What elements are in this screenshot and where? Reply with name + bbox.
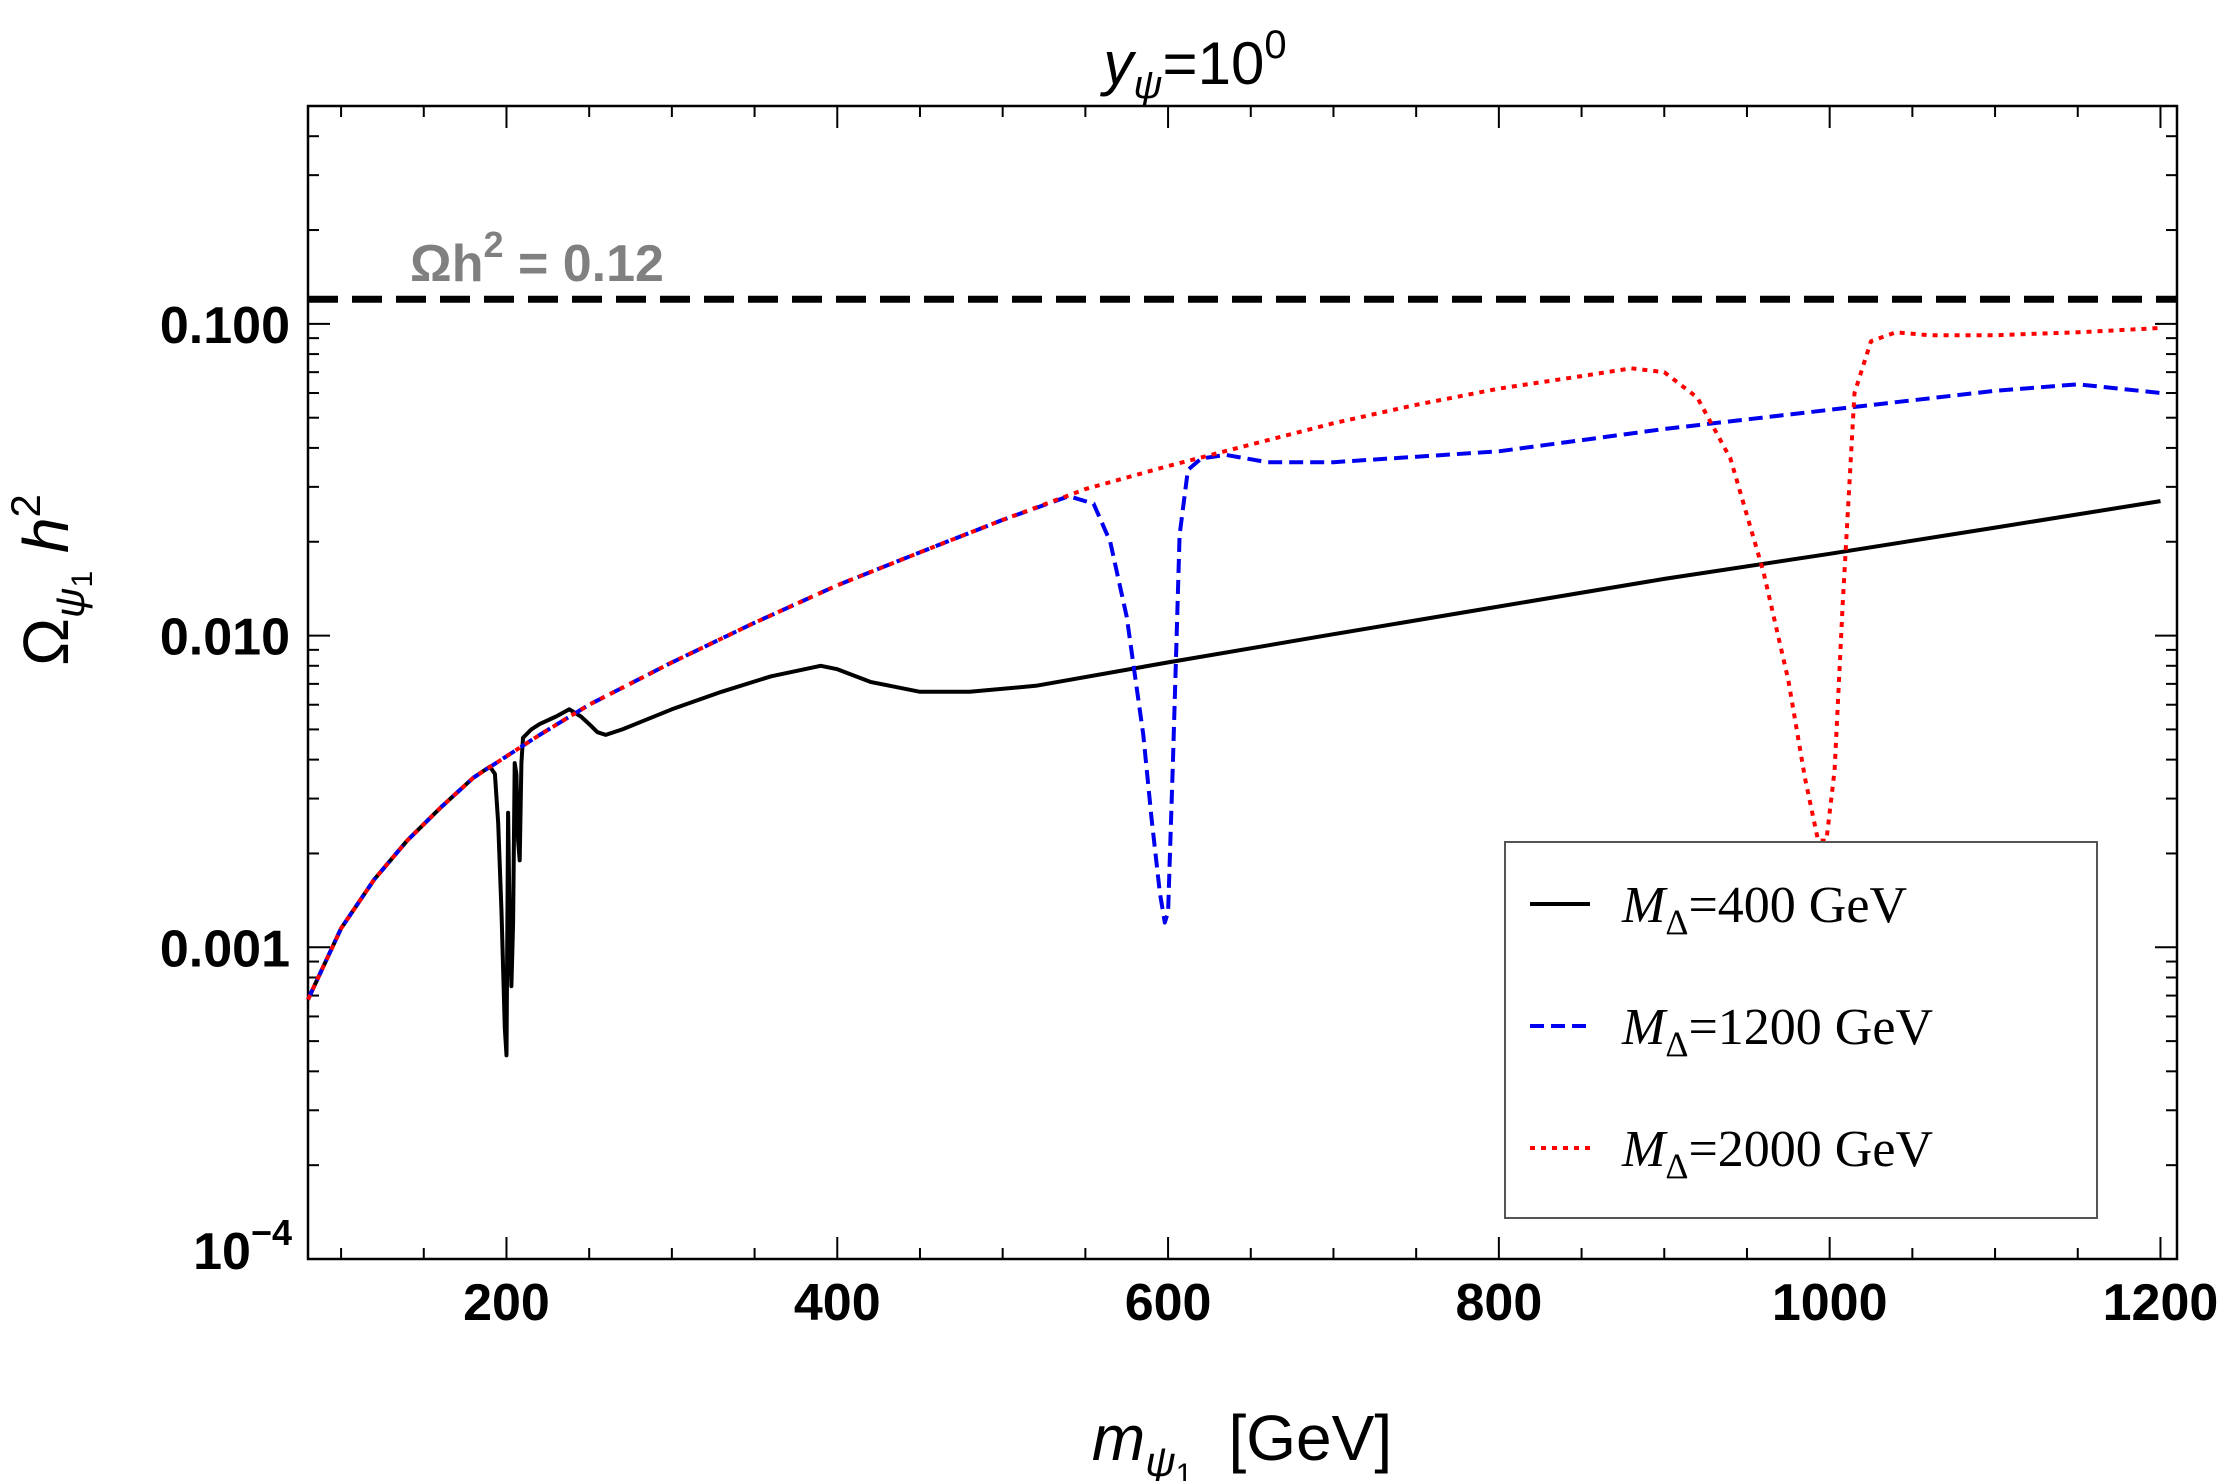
ylabel-main: Ω xyxy=(10,618,82,666)
legend-label-main: M xyxy=(1621,999,1668,1056)
x-tick-label: 600 xyxy=(1125,1274,1212,1332)
x-tick-label: 400 xyxy=(794,1274,881,1332)
legend-label-main: M xyxy=(1621,877,1668,934)
x-axis-title: mψ1 [GeV] xyxy=(1092,1402,1392,1481)
legend-label-rest: =400 GeV xyxy=(1688,877,1907,934)
ref-label-sup: 2 xyxy=(483,224,503,265)
series-line-3 xyxy=(306,326,2161,1001)
ytick-bottom-base: 10 xyxy=(193,1223,251,1281)
series-group xyxy=(306,326,2161,1058)
legend-label-3: MΔ=2000 GeV xyxy=(1621,1121,1933,1186)
y-tick-label: 0.001 xyxy=(160,920,290,978)
xlabel-sub: ψ xyxy=(1145,1438,1176,1481)
y-tick-label-bottom: 10−4 xyxy=(193,1212,292,1281)
series-line-2 xyxy=(306,382,2161,1001)
legend-box xyxy=(1504,841,2098,1219)
legend-label-sub: Δ xyxy=(1665,902,1688,942)
x-tick-label: 1200 xyxy=(2103,1274,2219,1332)
title-eq: =10 xyxy=(1163,30,1265,97)
legend-label-1: MΔ=400 GeV xyxy=(1621,877,1907,942)
xlabel-main: m xyxy=(1092,1402,1145,1474)
legend-label-rest: =1200 GeV xyxy=(1688,999,1933,1056)
y-axis-title: Ωψ1 h2 xyxy=(2,494,99,666)
ylabel-sup: 2 xyxy=(2,494,49,517)
x-tick-labels: 200 400 600 800 1000 1200 xyxy=(463,1274,2218,1332)
legend-label-rest: =2000 GeV xyxy=(1688,1121,1933,1178)
x-tick-label: 1000 xyxy=(1772,1274,1888,1332)
legend-label-sub: Δ xyxy=(1665,1146,1688,1186)
y-tick-label: 0.010 xyxy=(160,609,290,667)
ylabel-sub: ψ xyxy=(46,588,93,619)
ref-label-rest: = 0.12 xyxy=(504,235,664,293)
title-main: y xyxy=(1099,30,1137,97)
series-line-1 xyxy=(306,499,2161,1058)
xlabel-subsub: 1 xyxy=(1176,1458,1193,1481)
plot-frame xyxy=(306,104,2179,1261)
y-tick-labels: 0.100 0.010 0.001 xyxy=(160,297,290,978)
chart-title: yψ=100 xyxy=(1099,23,1286,107)
ytick-bottom-exp: −4 xyxy=(251,1212,292,1253)
title-sup: 0 xyxy=(1264,23,1286,67)
y-tick-label: 0.100 xyxy=(160,297,290,355)
xlabel-unit: [GeV] xyxy=(1228,1402,1392,1474)
legend-label-sub: Δ xyxy=(1665,1024,1688,1064)
x-tick-label: 200 xyxy=(463,1274,550,1332)
legend-label-2: MΔ=1200 GeV xyxy=(1621,999,1933,1064)
reference-line-label: Ωh2 = 0.12 xyxy=(410,224,664,293)
x-tick-label: 800 xyxy=(1455,1274,1542,1332)
legend-label-main: M xyxy=(1621,1121,1668,1178)
axis-ticks xyxy=(308,105,2177,1260)
ref-label-main: Ωh xyxy=(410,235,483,293)
ylabel-subsub: 1 xyxy=(66,571,99,588)
title-sub: ψ xyxy=(1133,63,1162,107)
ylabel-rest: h xyxy=(10,517,82,570)
